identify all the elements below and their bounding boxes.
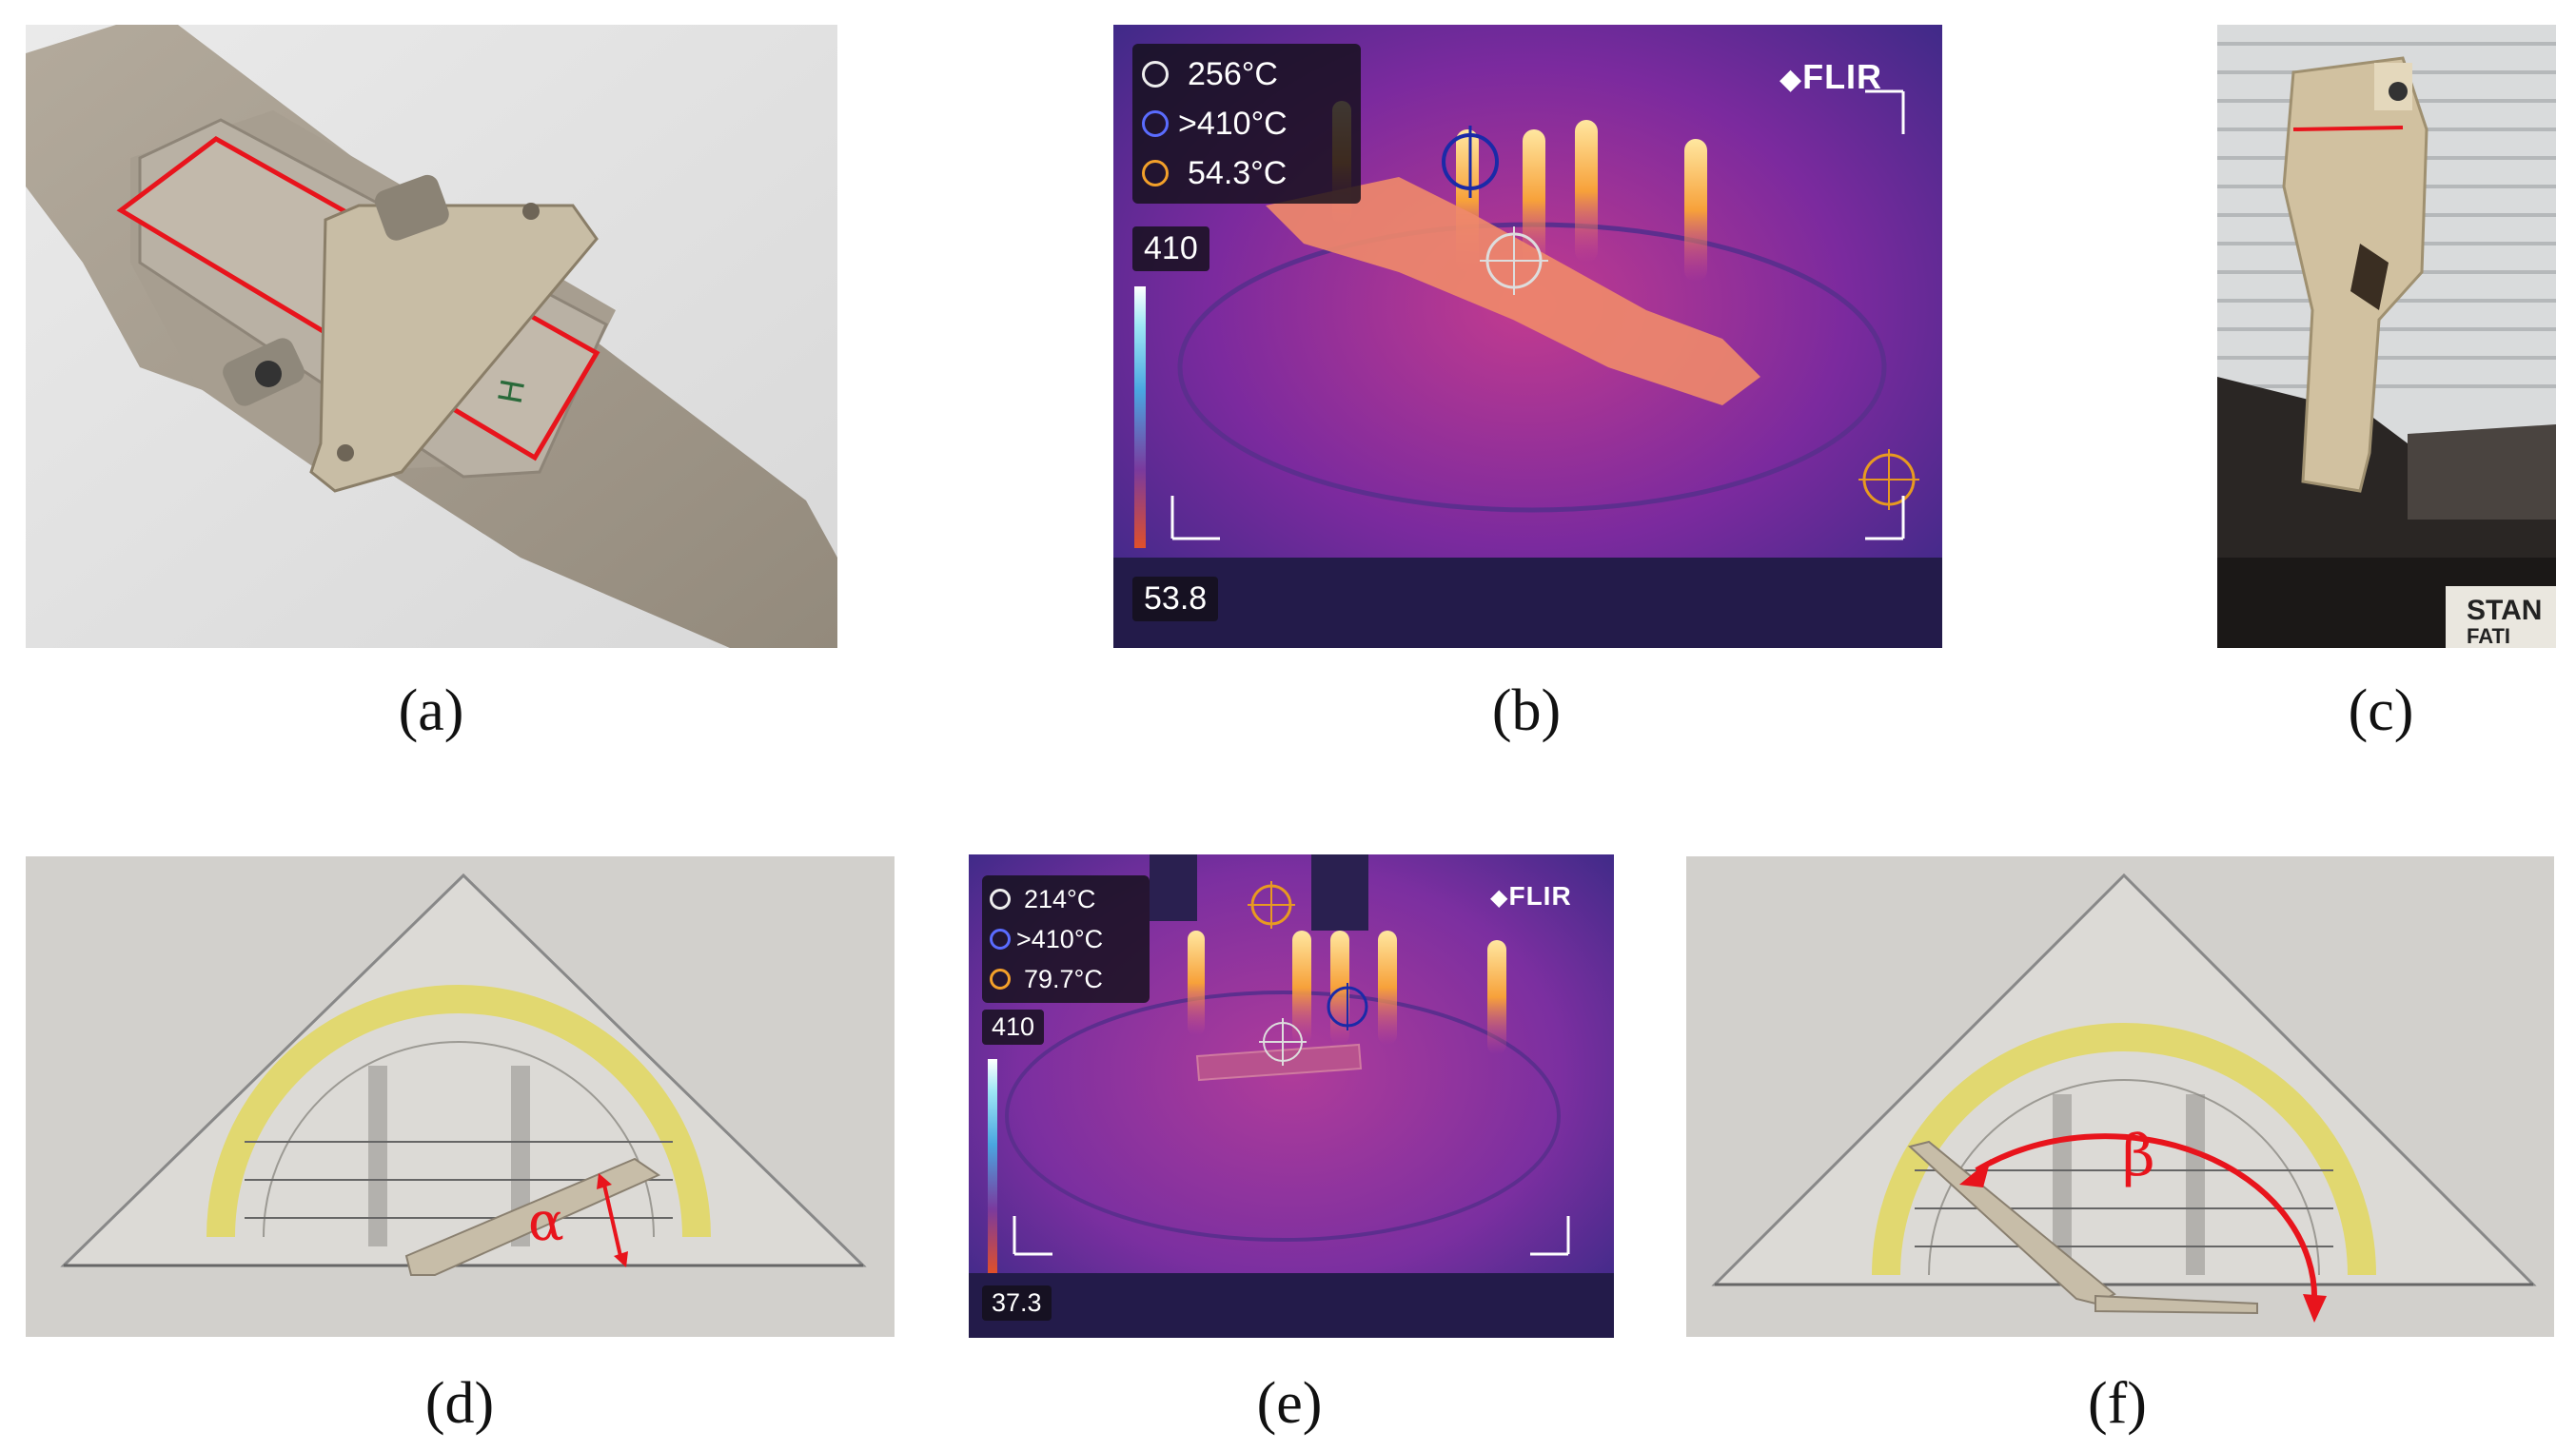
orange-crosshair-b: [1858, 449, 1919, 510]
photo-c-scene: STAN FATI: [2217, 25, 2556, 648]
caption-f: (f): [2088, 1371, 2147, 1436]
crosshair-orange-icon: [990, 969, 1011, 990]
protractor-arc-f: [1872, 1023, 2376, 1276]
photo-d-protractor-alpha: α: [26, 856, 895, 1337]
reading-e-2: >410°C: [1016, 924, 1104, 953]
photo-a-specimen-on-plate: H: [26, 25, 837, 648]
reading-b-3: 54.3°C: [1188, 154, 1288, 191]
angle-beta-label: β: [2122, 1123, 2155, 1189]
temperature-scale-bar-b: [1134, 286, 1146, 548]
caption-b: (b): [1491, 678, 1562, 743]
protractor-f-scene: [1686, 856, 2554, 1337]
photo-c-vise-specimen: STAN FATI: [2217, 25, 2556, 648]
orange-crosshair-e: [1248, 881, 1295, 929]
crosshair-blue-icon: [990, 929, 1011, 950]
readout-box-e: 214°C >410°C 79.7°C: [982, 875, 1150, 1003]
angle-alpha-label: α: [528, 1191, 564, 1253]
caption-a: (a): [398, 678, 464, 743]
vise-label-2: FATI: [2467, 624, 2510, 648]
bent-specimen-d: [404, 1157, 661, 1276]
crosshair-white-icon: [1142, 61, 1169, 88]
vise-label-1: STAN: [2467, 595, 2542, 626]
photo-a-scene: H: [26, 25, 837, 648]
scale-min-e: 37.3: [982, 1285, 1052, 1321]
reading-e-1: 214°C: [1024, 884, 1096, 913]
thermal-e-scene: [969, 854, 1614, 1338]
readout-box-b: 256°C >410°C 54.3°C: [1132, 44, 1361, 204]
scale-max-b: 410: [1132, 226, 1209, 271]
thermal-image-e: 214°C >410°C 79.7°C 410 37.3 ◆FLIR: [969, 854, 1614, 1338]
white-crosshair-b: [1480, 226, 1548, 295]
caption-c: (c): [2348, 678, 2414, 743]
protractor-arc-d: [206, 985, 711, 1238]
flir-mark-icon: ◆: [1490, 885, 1509, 911]
white-crosshair-e: [1259, 1018, 1307, 1066]
caption-d: (d): [424, 1371, 495, 1436]
specimen-e: [1195, 1043, 1363, 1082]
temperature-scale-bar-e: [988, 1059, 997, 1273]
flir-mark-icon: ◆: [1780, 64, 1803, 95]
flir-logo-e: ◆FLIR: [1490, 881, 1572, 911]
build-platform-ellipse-e: [1005, 991, 1561, 1242]
reading-b-2: >410°C: [1178, 105, 1288, 142]
protractor-d-scene: [26, 856, 895, 1337]
flir-logo-b: ◆FLIR: [1780, 57, 1883, 96]
crosshair-blue-icon: [1142, 110, 1169, 137]
thermal-image-b: 256°C >410°C 54.3°C 410 53.8 ◆FLIR: [1113, 25, 1942, 648]
blue-crosshair-b: [1442, 126, 1499, 198]
crosshair-white-icon: [990, 889, 1011, 910]
scale-max-e: 410: [982, 1010, 1045, 1045]
reading-b-1: 256°C: [1188, 55, 1278, 92]
caption-e: (e): [1256, 1371, 1323, 1436]
reading-e-3: 79.7°C: [1024, 964, 1103, 993]
crosshair-orange-icon: [1142, 160, 1169, 186]
scale-min-b: 53.8: [1132, 577, 1219, 621]
photo-f-protractor-beta: β: [1686, 856, 2554, 1337]
blue-crosshair-e: [1327, 983, 1368, 1030]
